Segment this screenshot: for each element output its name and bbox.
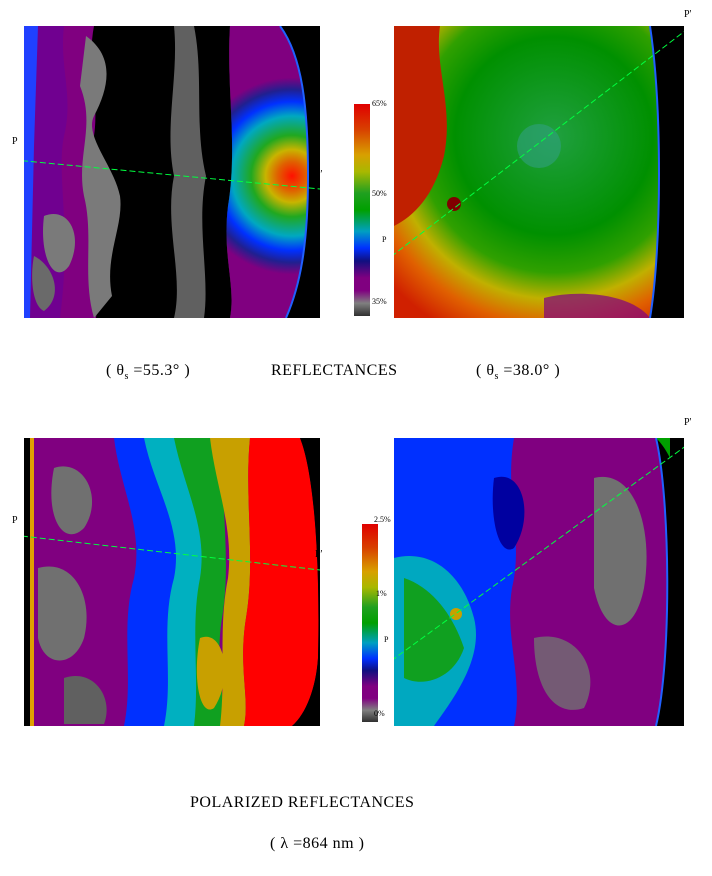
sun-angle-left: ( θs =55.3° ) [106,362,191,383]
polarized-image-left [24,438,320,726]
polarized-scale-max: 2.5% [374,515,391,524]
reflectance-image-right [394,26,684,318]
reflectance-map-right [394,26,684,318]
polarized-map-right [394,438,684,726]
polarized-scale-min: 0% [374,709,385,718]
reflectance-color-scale [354,104,370,316]
reflectance-map-left [24,26,320,318]
p-prime-label-top-right: P' [684,9,692,20]
p-label-bottom-left: P [12,515,18,526]
p-prime-label-bottom-right: P' [684,417,692,428]
reflectances-title: REFLECTANCES [271,362,398,379]
reflectance-scale-min: 35% [372,297,387,306]
polarized-image-right [394,438,684,726]
polarized-color-scale [362,524,378,722]
p-prime-label-bottom-left: P' [315,549,323,560]
polarized-scale-mid: 1% [376,589,387,598]
sun-angle-right: ( θs =38.0° ) [476,362,561,383]
polarized-scale-p: P [384,635,389,644]
reflectance-scale-max: 65% [372,99,387,108]
wavelength-label: ( λ =864 nm ) [270,835,365,852]
p-prime-label-top-left: P' [315,169,323,180]
polarized-map-left [24,438,320,726]
reflectance-scale-mid: 50% [372,189,387,198]
polarized-reflectances-title: POLARIZED REFLECTANCES [190,794,415,811]
p-label-top-left: P [12,136,18,147]
reflectance-scale-p: P [382,235,387,244]
reflectance-image-left [24,26,320,318]
